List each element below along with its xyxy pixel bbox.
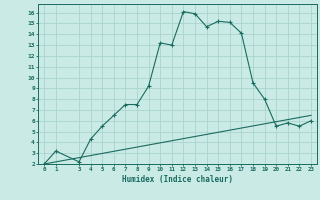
X-axis label: Humidex (Indice chaleur): Humidex (Indice chaleur)	[122, 175, 233, 184]
